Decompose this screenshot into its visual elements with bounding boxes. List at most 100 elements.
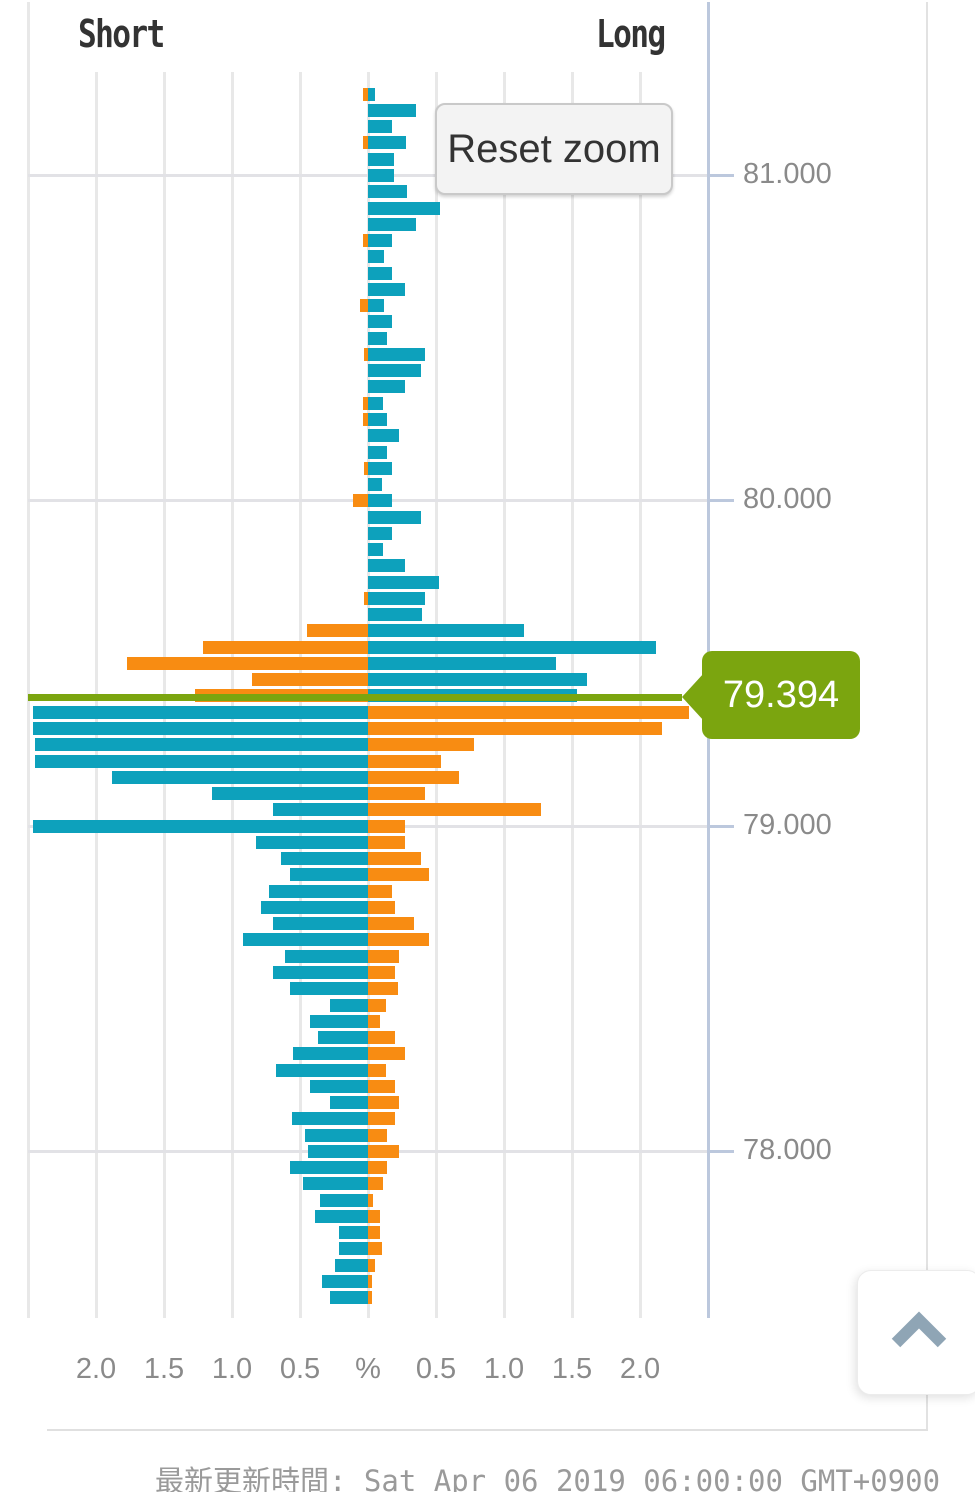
order-bar-long-side[interactable] <box>368 218 416 231</box>
order-bar-long-side[interactable] <box>368 868 429 881</box>
order-bar-long-side[interactable] <box>368 1177 383 1190</box>
order-bar-long-side[interactable] <box>368 348 425 361</box>
order-bar-long-side[interactable] <box>368 283 405 296</box>
order-bar-short-side[interactable] <box>112 771 368 784</box>
order-bar-long-side[interactable] <box>368 494 392 507</box>
order-bar-long-side[interactable] <box>368 820 405 833</box>
order-bar-long-side[interactable] <box>368 332 387 345</box>
order-bar-long-side[interactable] <box>368 169 394 182</box>
order-bar-long-side[interactable] <box>368 641 656 654</box>
order-bar-long-side[interactable] <box>368 1047 405 1060</box>
order-bar-long-side[interactable] <box>368 250 384 263</box>
order-bar-short-side[interactable] <box>339 1226 368 1239</box>
order-bar-short-side[interactable] <box>261 901 368 914</box>
order-bar-short-side[interactable] <box>33 820 368 833</box>
order-bar-short-side[interactable] <box>363 234 368 247</box>
order-bar-short-side[interactable] <box>307 624 368 637</box>
order-bar-short-side[interactable] <box>363 136 368 149</box>
order-bar-short-side[interactable] <box>315 1210 368 1223</box>
order-bar-short-side[interactable] <box>360 299 368 312</box>
reset-zoom-button[interactable]: Reset zoom <box>435 103 673 195</box>
order-bar-long-side[interactable] <box>368 462 392 475</box>
order-bar-short-side[interactable] <box>322 1275 368 1288</box>
order-bar-long-side[interactable] <box>368 950 399 963</box>
order-bar-short-side[interactable] <box>273 966 368 979</box>
order-bar-long-side[interactable] <box>368 722 662 735</box>
order-bar-long-side[interactable] <box>368 885 392 898</box>
order-bar-long-side[interactable] <box>368 836 405 849</box>
order-bar-long-side[interactable] <box>368 966 395 979</box>
order-bar-short-side[interactable] <box>305 1129 368 1142</box>
order-bar-short-side[interactable] <box>318 1031 368 1044</box>
scroll-to-top-button[interactable] <box>857 1270 975 1395</box>
order-bar-long-side[interactable] <box>368 706 689 719</box>
order-bar-long-side[interactable] <box>368 1129 387 1142</box>
order-bar-long-side[interactable] <box>368 608 422 621</box>
order-bar-long-side[interactable] <box>368 771 459 784</box>
order-bar-long-side[interactable] <box>368 657 556 670</box>
order-bar-long-side[interactable] <box>368 673 587 686</box>
order-bar-long-side[interactable] <box>368 478 382 491</box>
order-bar-short-side[interactable] <box>330 1291 368 1304</box>
order-bar-long-side[interactable] <box>368 1064 386 1077</box>
order-bar-short-side[interactable] <box>292 1112 368 1125</box>
order-bar-long-side[interactable] <box>368 380 405 393</box>
order-bar-long-side[interactable] <box>368 787 425 800</box>
order-bar-short-side[interactable] <box>269 885 368 898</box>
order-bar-long-side[interactable] <box>368 624 524 637</box>
order-bar-long-side[interactable] <box>368 1194 373 1207</box>
order-bar-short-side[interactable] <box>308 1145 368 1158</box>
order-bar-long-side[interactable] <box>368 933 429 946</box>
order-bar-long-side[interactable] <box>368 917 414 930</box>
order-bar-short-side[interactable] <box>310 1080 368 1093</box>
order-bar-short-side[interactable] <box>303 1177 368 1190</box>
order-bar-long-side[interactable] <box>368 592 425 605</box>
order-bar-long-side[interactable] <box>368 1112 395 1125</box>
order-bar-long-side[interactable] <box>368 1161 387 1174</box>
order-bar-long-side[interactable] <box>368 1226 380 1239</box>
order-bar-short-side[interactable] <box>330 1096 368 1109</box>
order-bar-short-side[interactable] <box>290 868 368 881</box>
order-bar-short-side[interactable] <box>203 641 368 654</box>
order-bar-long-side[interactable] <box>368 1096 399 1109</box>
order-bar-short-side[interactable] <box>320 1194 368 1207</box>
order-bar-long-side[interactable] <box>368 1145 399 1158</box>
order-bar-short-side[interactable] <box>363 88 368 101</box>
order-bar-long-side[interactable] <box>368 982 398 995</box>
order-bar-short-side[interactable] <box>33 722 368 735</box>
order-bar-long-side[interactable] <box>368 1242 382 1255</box>
order-bar-short-side[interactable] <box>276 1064 368 1077</box>
order-bar-long-side[interactable] <box>368 153 394 166</box>
order-bar-long-side[interactable] <box>368 88 375 101</box>
order-bar-short-side[interactable] <box>353 494 368 507</box>
order-bar-short-side[interactable] <box>330 999 368 1012</box>
order-bar-long-side[interactable] <box>368 543 383 556</box>
order-bar-long-side[interactable] <box>368 104 416 117</box>
order-bar-long-side[interactable] <box>368 397 383 410</box>
order-bar-long-side[interactable] <box>368 364 421 377</box>
order-bar-short-side[interactable] <box>273 917 368 930</box>
order-bar-short-side[interactable] <box>293 1047 368 1060</box>
order-bar-short-side[interactable] <box>35 738 368 751</box>
order-bar-long-side[interactable] <box>368 527 392 540</box>
order-bar-short-side[interactable] <box>285 950 368 963</box>
order-bar-long-side[interactable] <box>368 1210 380 1223</box>
order-bar-long-side[interactable] <box>368 901 395 914</box>
order-bar-short-side[interactable] <box>310 1015 368 1028</box>
order-bar-long-side[interactable] <box>368 120 392 133</box>
order-bar-long-side[interactable] <box>368 559 405 572</box>
order-bar-short-side[interactable] <box>290 982 368 995</box>
order-bar-long-side[interactable] <box>368 1259 375 1272</box>
order-bar-short-side[interactable] <box>364 348 368 361</box>
order-bar-long-side[interactable] <box>368 803 541 816</box>
order-bar-short-side[interactable] <box>212 787 368 800</box>
order-bar-short-side[interactable] <box>363 397 368 410</box>
order-bar-short-side[interactable] <box>364 592 368 605</box>
order-bar-long-side[interactable] <box>368 202 440 215</box>
order-bar-short-side[interactable] <box>273 803 368 816</box>
order-bar-long-side[interactable] <box>368 446 387 459</box>
order-bar-short-side[interactable] <box>35 755 368 768</box>
order-bar-long-side[interactable] <box>368 136 406 149</box>
order-bar-long-side[interactable] <box>368 413 387 426</box>
order-bar-long-side[interactable] <box>368 1291 372 1304</box>
